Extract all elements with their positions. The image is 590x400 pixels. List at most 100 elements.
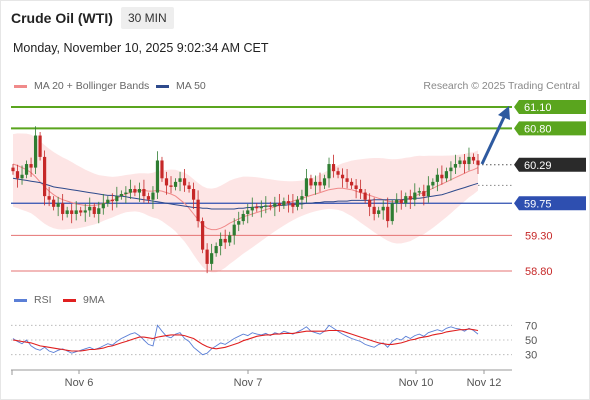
candle-body	[368, 199, 372, 207]
candle-body	[417, 191, 421, 193]
candle-body	[237, 221, 241, 225]
candle-body	[471, 156, 476, 161]
price-tag-text: 59.75	[524, 198, 552, 210]
legend-bollinger: MA 20 + Bollinger Bands	[14, 80, 149, 92]
candle-body	[250, 206, 254, 211]
candle-body	[160, 160, 164, 179]
candle-body	[38, 135, 42, 157]
candle-body	[142, 189, 146, 197]
candle-body	[74, 210, 78, 214]
candle-body	[264, 205, 268, 207]
candle-body	[363, 192, 367, 200]
candle-body	[372, 206, 376, 214]
x-axis-label: Nov 10	[399, 377, 434, 389]
candle-body	[282, 201, 286, 206]
price-tag-text: 61.10	[524, 102, 552, 114]
candle-body	[444, 171, 448, 179]
candle-body	[386, 206, 390, 222]
candle-body	[359, 189, 363, 193]
candle-body	[345, 178, 349, 182]
x-axis-label: Nov 6	[65, 377, 94, 389]
candle-body	[61, 203, 65, 214]
copyright-text: Research © 2025 Trading Central	[423, 80, 580, 92]
candle-body	[476, 160, 480, 165]
candle-body	[340, 174, 345, 179]
candle-body	[255, 206, 259, 209]
candle-body	[300, 196, 304, 200]
price-label-support: 59.30	[525, 230, 553, 242]
candle-body	[462, 160, 467, 165]
rsi-tick-label: 70	[525, 320, 537, 332]
candle-body	[137, 189, 142, 193]
candle-body	[155, 160, 160, 193]
candle-body	[15, 171, 20, 179]
candle-body	[11, 167, 15, 172]
legend-swatch-bollinger	[14, 84, 27, 88]
candle-body	[110, 199, 114, 202]
candle-body	[201, 221, 205, 250]
candle-body	[304, 178, 309, 197]
candle-body	[219, 238, 223, 247]
candle-body	[295, 199, 300, 207]
price-tag-60-29	[514, 157, 586, 172]
candle-body	[408, 196, 412, 200]
candle-body	[449, 167, 453, 172]
instrument-title: Crude Oil (WTI)	[11, 10, 113, 26]
candle-body	[92, 206, 96, 214]
candle-body	[318, 181, 322, 186]
legend-label-ma50: MA 50	[176, 80, 206, 92]
legend-swatch-ma9	[63, 298, 76, 302]
candle-body	[223, 238, 227, 243]
candle-body	[381, 206, 385, 211]
timeframe-badge[interactable]: 30 MIN	[121, 7, 174, 29]
candle-body	[291, 203, 295, 207]
candle-body	[327, 164, 331, 179]
candle-body	[431, 181, 435, 186]
candle-body	[214, 246, 218, 254]
rsi-ma9-line	[12, 328, 479, 352]
candle-body	[133, 189, 137, 193]
candle-body	[413, 192, 417, 200]
candle-body	[273, 203, 277, 207]
candle-body	[169, 185, 173, 187]
candle-body	[426, 185, 430, 197]
candle-body	[29, 164, 33, 168]
candle-body	[178, 178, 182, 182]
candle-body	[259, 206, 263, 209]
candle-body	[467, 156, 471, 165]
candle-body	[395, 199, 399, 204]
price-tag-text: 60.80	[524, 123, 552, 135]
candle-body	[390, 203, 394, 222]
candle-body	[124, 192, 128, 194]
price-label-support: 58.80	[525, 266, 553, 278]
candle-body	[88, 206, 92, 211]
candle-body	[70, 210, 74, 214]
candle-body	[182, 178, 187, 186]
rsi-tick-label: 30	[525, 350, 537, 362]
legend-label-bollinger: MA 20 + Bollinger Bands	[34, 80, 150, 92]
x-axis-label: Nov 7	[234, 377, 263, 389]
candle-body	[47, 196, 51, 200]
candle-body	[453, 164, 458, 168]
candle-body	[56, 203, 60, 207]
rsi-tick-label: 50	[525, 335, 537, 347]
candle-body	[52, 199, 56, 207]
candle-body	[241, 213, 245, 222]
candle-body	[173, 181, 178, 187]
candle-body	[354, 185, 358, 189]
candle-body	[404, 196, 408, 204]
chart-header: Crude Oil (WTI) 30 MIN	[0, 0, 590, 36]
candle-body	[435, 174, 439, 182]
candle-body	[349, 181, 354, 186]
legend-swatch-ma50	[156, 84, 169, 88]
candle-body	[43, 156, 47, 197]
candle-body	[246, 210, 250, 214]
candle-body	[422, 191, 426, 197]
price-tag-59-75	[514, 196, 586, 211]
candle-body	[313, 181, 318, 186]
candle-body	[33, 135, 38, 168]
candle-body	[440, 174, 444, 179]
legend-label-ma9: 9MA	[83, 294, 105, 306]
candle-body	[164, 178, 169, 186]
